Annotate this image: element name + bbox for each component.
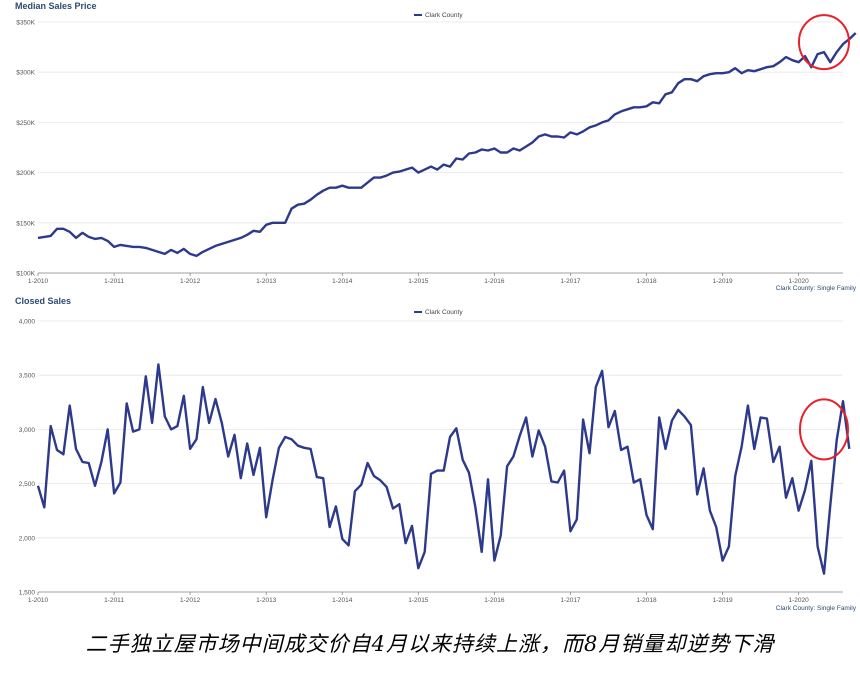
y-tick-label: 2,500 [19,481,36,488]
x-tick-label: 1-2010 [28,278,49,285]
figure-caption: 二手独立屋市场中间成交价自4月以来持续上涨，而8月销量却逆势下滑 [85,632,775,656]
y-tick-label: $100K [16,271,35,278]
x-tick-label: 1-2017 [560,597,581,604]
gridlines [38,21,843,274]
y-axis-ticks: $100K $150K $200K $250K $300K $350K [16,20,35,278]
y-tick-label: 3,500 [19,373,36,380]
y-tick-label: $150K [16,220,35,227]
y-tick-label: 3,000 [19,427,36,434]
median-sales-price-chart: Median Sales Price Clark County $100K $15… [15,1,857,292]
gridlines [38,320,843,593]
y-tick-label: $250K [16,120,35,127]
x-tick-label: 1-2014 [332,278,353,285]
legend-label: Clark County [425,309,463,316]
highlight-circle [797,14,850,71]
y-tick-label: $350K [16,20,35,27]
y-tick-label: $200K [16,170,35,177]
series-line-clark-county [36,363,851,575]
x-tick-label: 1-2015 [408,278,429,285]
y-tick-label: 1,500 [19,590,36,597]
y-tick-label: 4,000 [19,319,36,326]
x-tick-label: 1-2013 [256,597,277,604]
x-tick-label: 1-2019 [712,597,733,604]
x-tick-label: 1-2012 [180,278,201,285]
series-line-clark-county [37,32,857,258]
x-tick-label: 1-2014 [332,597,353,604]
legend-label: Clark County [425,12,463,19]
x-tick-label: 1-2010 [28,597,49,604]
x-tick-label: 1-2012 [180,597,201,604]
x-tick-label: 1-2013 [256,278,277,285]
x-tick-label: 1-2018 [636,278,657,285]
x-tick-label: 1-2015 [408,597,429,604]
legend: Clark County [414,12,463,19]
legend: Clark County [414,309,463,316]
y-tick-label: 2,000 [19,535,36,542]
x-tick-label: 1-2011 [104,278,124,285]
y-axis-ticks: 1,500 2,000 2,500 3,000 3,500 4,000 [19,319,36,597]
x-axis-ticks: 1-2010 1-2011 1-2012 1-2013 1-2014 1-2015 1-20… [28,273,809,285]
highlight-circle [798,398,849,461]
chart-title: Median Sales Price [15,1,97,11]
x-tick-label: 1-2016 [484,597,505,604]
y-tick-label: $300K [16,70,35,77]
x-tick-label: 1-2011 [104,597,124,604]
x-tick-label: 1-2020 [789,597,810,604]
source-note: Clark County: Single Family [776,285,857,292]
chart-title: Closed Sales [15,296,71,306]
x-axis-ticks: 1-2010 1-2011 1-2012 1-2013 1-2014 1-2015 1-20… [28,592,809,604]
x-tick-label: 1-2020 [789,278,810,285]
x-tick-label: 1-2016 [484,278,505,285]
x-tick-label: 1-2017 [560,278,581,285]
x-tick-label: 1-2019 [712,278,733,285]
source-note: Clark County: Single Family [776,605,857,612]
x-tick-label: 1-2018 [636,597,657,604]
closed-sales-chart: Closed Sales Clark County 1,500 2,000 2,50… [15,296,857,612]
